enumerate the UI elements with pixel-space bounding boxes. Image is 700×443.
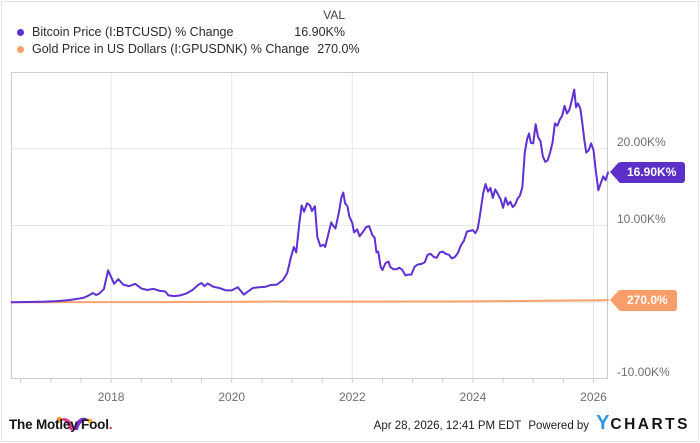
legend-item-bitcoin: Bitcoin Price (I:BTCUSD) % Change 16.90K… [14, 24, 345, 40]
y-axis-tick-label: 10.00K% [617, 211, 666, 226]
gold-series-dot-icon [17, 45, 24, 53]
motley-fool-logo: The Motley Fool. [9, 416, 112, 434]
gold-series-value: 270.0% [317, 42, 360, 56]
x-axis-tick-label: 2020 [218, 390, 246, 404]
legend-item-gold: Gold Price in US Dollars (I:GPUSDNK) % C… [14, 41, 360, 57]
bitcoin-value-badge: 16.90K% [609, 162, 686, 184]
x-axis-tick-label: 2026 [580, 390, 607, 404]
motley-fool-wordmark: The Motley Fool [9, 417, 109, 432]
ycharts-y-glyph: Y [596, 412, 611, 434]
ycharts-wordmark: CHARTS [610, 416, 690, 433]
bitcoin-series-label: Bitcoin Price (I:BTCUSD) % Change [32, 25, 234, 39]
y-axis-tick-label: 20.00K% [617, 134, 666, 149]
bitcoin-series-value: 16.90K% [294, 25, 345, 39]
legend: VAL Bitcoin Price (I:BTCUSD) % Change 16… [14, 8, 360, 57]
x-axis-tick-label: 2024 [459, 390, 487, 404]
bitcoin-series-dot-icon [17, 28, 24, 36]
ycharts-logo: Y CHARTS [596, 412, 690, 435]
gold-value-badge: 270.0% [610, 289, 677, 311]
powered-by-label: Powered by [528, 420, 590, 432]
chart-timestamp: Apr 28, 2026, 12:41 PM EDT [373, 420, 522, 432]
motley-fool-period: . [108, 417, 113, 432]
y-axis-tick-label: -10.00K% [617, 365, 670, 379]
plot-area[interactable] [10, 72, 609, 383]
legend-val-header: VAL [323, 8, 345, 22]
gold-series-label: Gold Price in US Dollars (I:GPUSDNK) % C… [32, 42, 310, 56]
x-axis-tick-label: 2018 [97, 390, 125, 404]
x-axis-tick-label: 2022 [338, 390, 366, 404]
motley-fool-jester-hat-icon [56, 416, 93, 430]
